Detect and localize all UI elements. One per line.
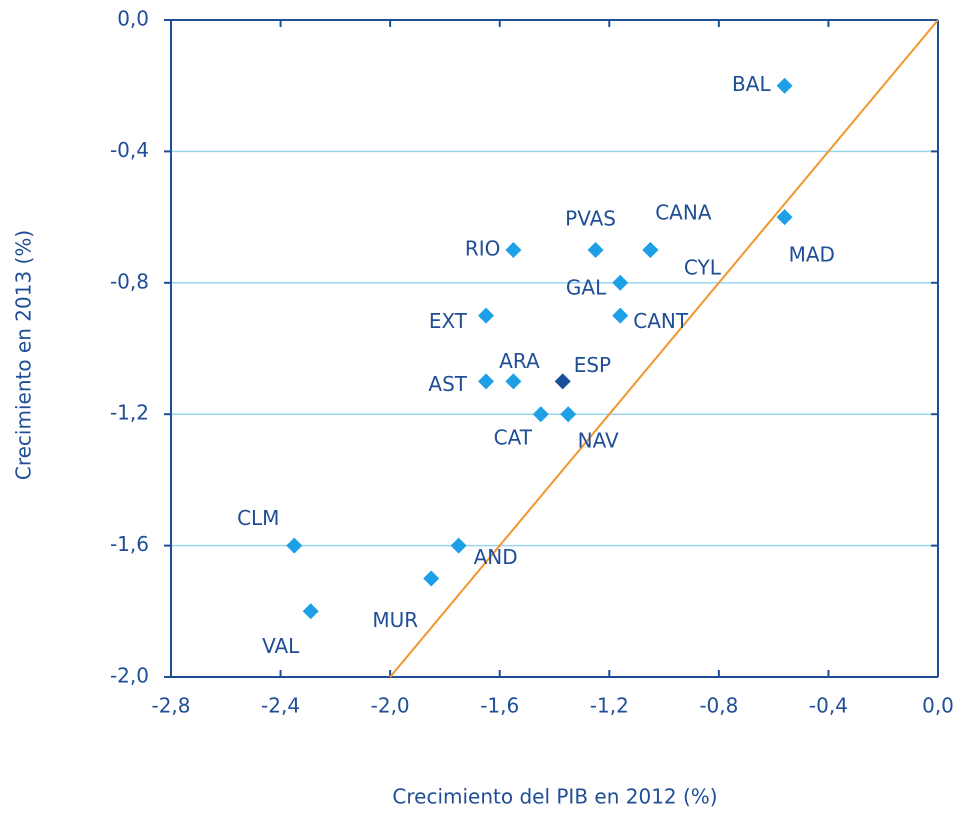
point-label: CANT <box>633 309 689 333</box>
point <box>612 274 629 291</box>
point <box>302 603 319 620</box>
point <box>560 406 577 423</box>
y-tick-label: -1,6 <box>110 532 149 556</box>
point <box>423 570 440 587</box>
point-label: CLM <box>237 506 279 530</box>
point <box>587 241 604 258</box>
point-label: ESP <box>574 353 611 377</box>
y-tick-label: -1,2 <box>110 401 149 425</box>
x-tick-label: -0,4 <box>809 694 848 718</box>
point-label: NAV <box>578 429 619 453</box>
point <box>286 537 303 554</box>
point-label: GAL <box>566 275 607 299</box>
x-tick-label: -1,6 <box>480 694 519 718</box>
y-tick-label: 0,0 <box>117 7 149 31</box>
point <box>532 406 549 423</box>
point-label: AND <box>474 545 518 569</box>
point <box>776 77 793 94</box>
x-tick-label: -2,0 <box>371 694 410 718</box>
point-label: VAL <box>262 634 300 658</box>
point-label: MUR <box>372 608 418 632</box>
x-tick-label: -2,8 <box>151 694 190 718</box>
point-label: AST <box>428 372 467 396</box>
point <box>505 241 522 258</box>
point-label: CAT <box>494 426 533 450</box>
y-axis-title: Crecimiento en 2013 (%) <box>12 230 36 480</box>
point-label: RIO <box>465 236 501 260</box>
point-label: EXT <box>429 309 468 333</box>
point-label: BAL <box>732 72 771 96</box>
x-tick-label: 0,0 <box>922 694 954 718</box>
point <box>642 241 659 258</box>
point <box>612 307 629 324</box>
point-label: CYL <box>684 255 722 279</box>
point <box>450 537 467 554</box>
point <box>776 209 793 226</box>
x-tick-label: -2,4 <box>261 694 300 718</box>
reference-line <box>389 19 939 678</box>
point <box>478 373 495 390</box>
y-tick-label: -0,8 <box>110 269 149 293</box>
point <box>554 373 571 390</box>
point-label: CANA <box>655 200 712 224</box>
point <box>505 373 522 390</box>
point <box>478 307 495 324</box>
point-label: MAD <box>789 243 835 267</box>
point-label: ARA <box>499 349 540 373</box>
y-tick-label: -0,4 <box>110 138 149 162</box>
x-tick-label: -0,8 <box>699 694 738 718</box>
x-axis-title: Crecimiento del PIB en 2012 (%) <box>392 785 717 809</box>
y-tick-label: -2,0 <box>110 664 149 688</box>
point-label: PVAS <box>565 206 616 230</box>
x-tick-label: -1,2 <box>590 694 629 718</box>
